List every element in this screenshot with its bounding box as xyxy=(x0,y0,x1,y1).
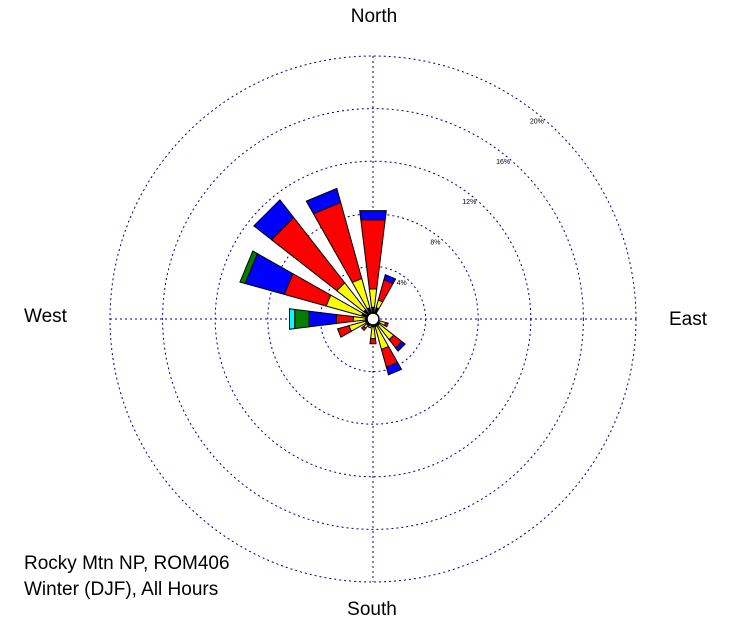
petal-9-segment-3 xyxy=(308,310,337,328)
petal-0 xyxy=(359,210,387,320)
petal-9 xyxy=(288,308,374,330)
calm-center xyxy=(366,312,380,326)
petal-3-segment-3 xyxy=(395,341,406,352)
petal-9-segment-4 xyxy=(294,308,310,330)
petal-0-segment-1 xyxy=(368,288,378,308)
direction-label-east: East xyxy=(669,309,708,330)
direction-label-north: North xyxy=(351,6,397,27)
ring-label-2: 12% xyxy=(462,199,476,206)
petal-4 xyxy=(372,318,403,376)
direction-label-south: South xyxy=(347,599,397,620)
ring-label-3: 16% xyxy=(496,159,510,166)
petal-8-segment-2 xyxy=(336,325,352,338)
petal-1-segment-3 xyxy=(383,273,397,285)
station-caption: Rocky Mtn NP, ROM406 xyxy=(24,553,230,574)
ring-labels: 4% 8% 12% 16% 20% xyxy=(397,119,544,287)
petal-0-segment-3 xyxy=(359,210,387,221)
petal-7-segment-2 xyxy=(360,325,367,332)
petal-5-segment-1 xyxy=(370,326,376,340)
petal-12 xyxy=(305,187,374,320)
ring-label-0: 4% xyxy=(397,280,407,287)
petal-9-segment-2 xyxy=(335,313,354,325)
petal-10 xyxy=(239,250,374,320)
petal-9-segment-1 xyxy=(352,316,366,322)
direction-label-west: West xyxy=(24,306,68,327)
petal-5-segment-2 xyxy=(369,338,377,345)
petal-12-segment-3 xyxy=(305,187,342,215)
petal-2-segment-2 xyxy=(383,321,389,328)
season-caption: Winter (DJF), All Hours xyxy=(24,579,219,600)
petal-4-segment-3 xyxy=(385,361,403,376)
ring-label-1: 8% xyxy=(430,240,440,247)
wind-petals xyxy=(239,187,406,376)
petal-10-segment-4 xyxy=(239,250,259,285)
petal-11-segment-3 xyxy=(253,199,295,241)
petal-9-segment-5 xyxy=(288,308,296,330)
calm-circle xyxy=(366,312,380,326)
ring-3 xyxy=(162,108,584,530)
petal-0-segment-2 xyxy=(360,219,386,290)
ring-label-4: 20% xyxy=(530,119,544,126)
